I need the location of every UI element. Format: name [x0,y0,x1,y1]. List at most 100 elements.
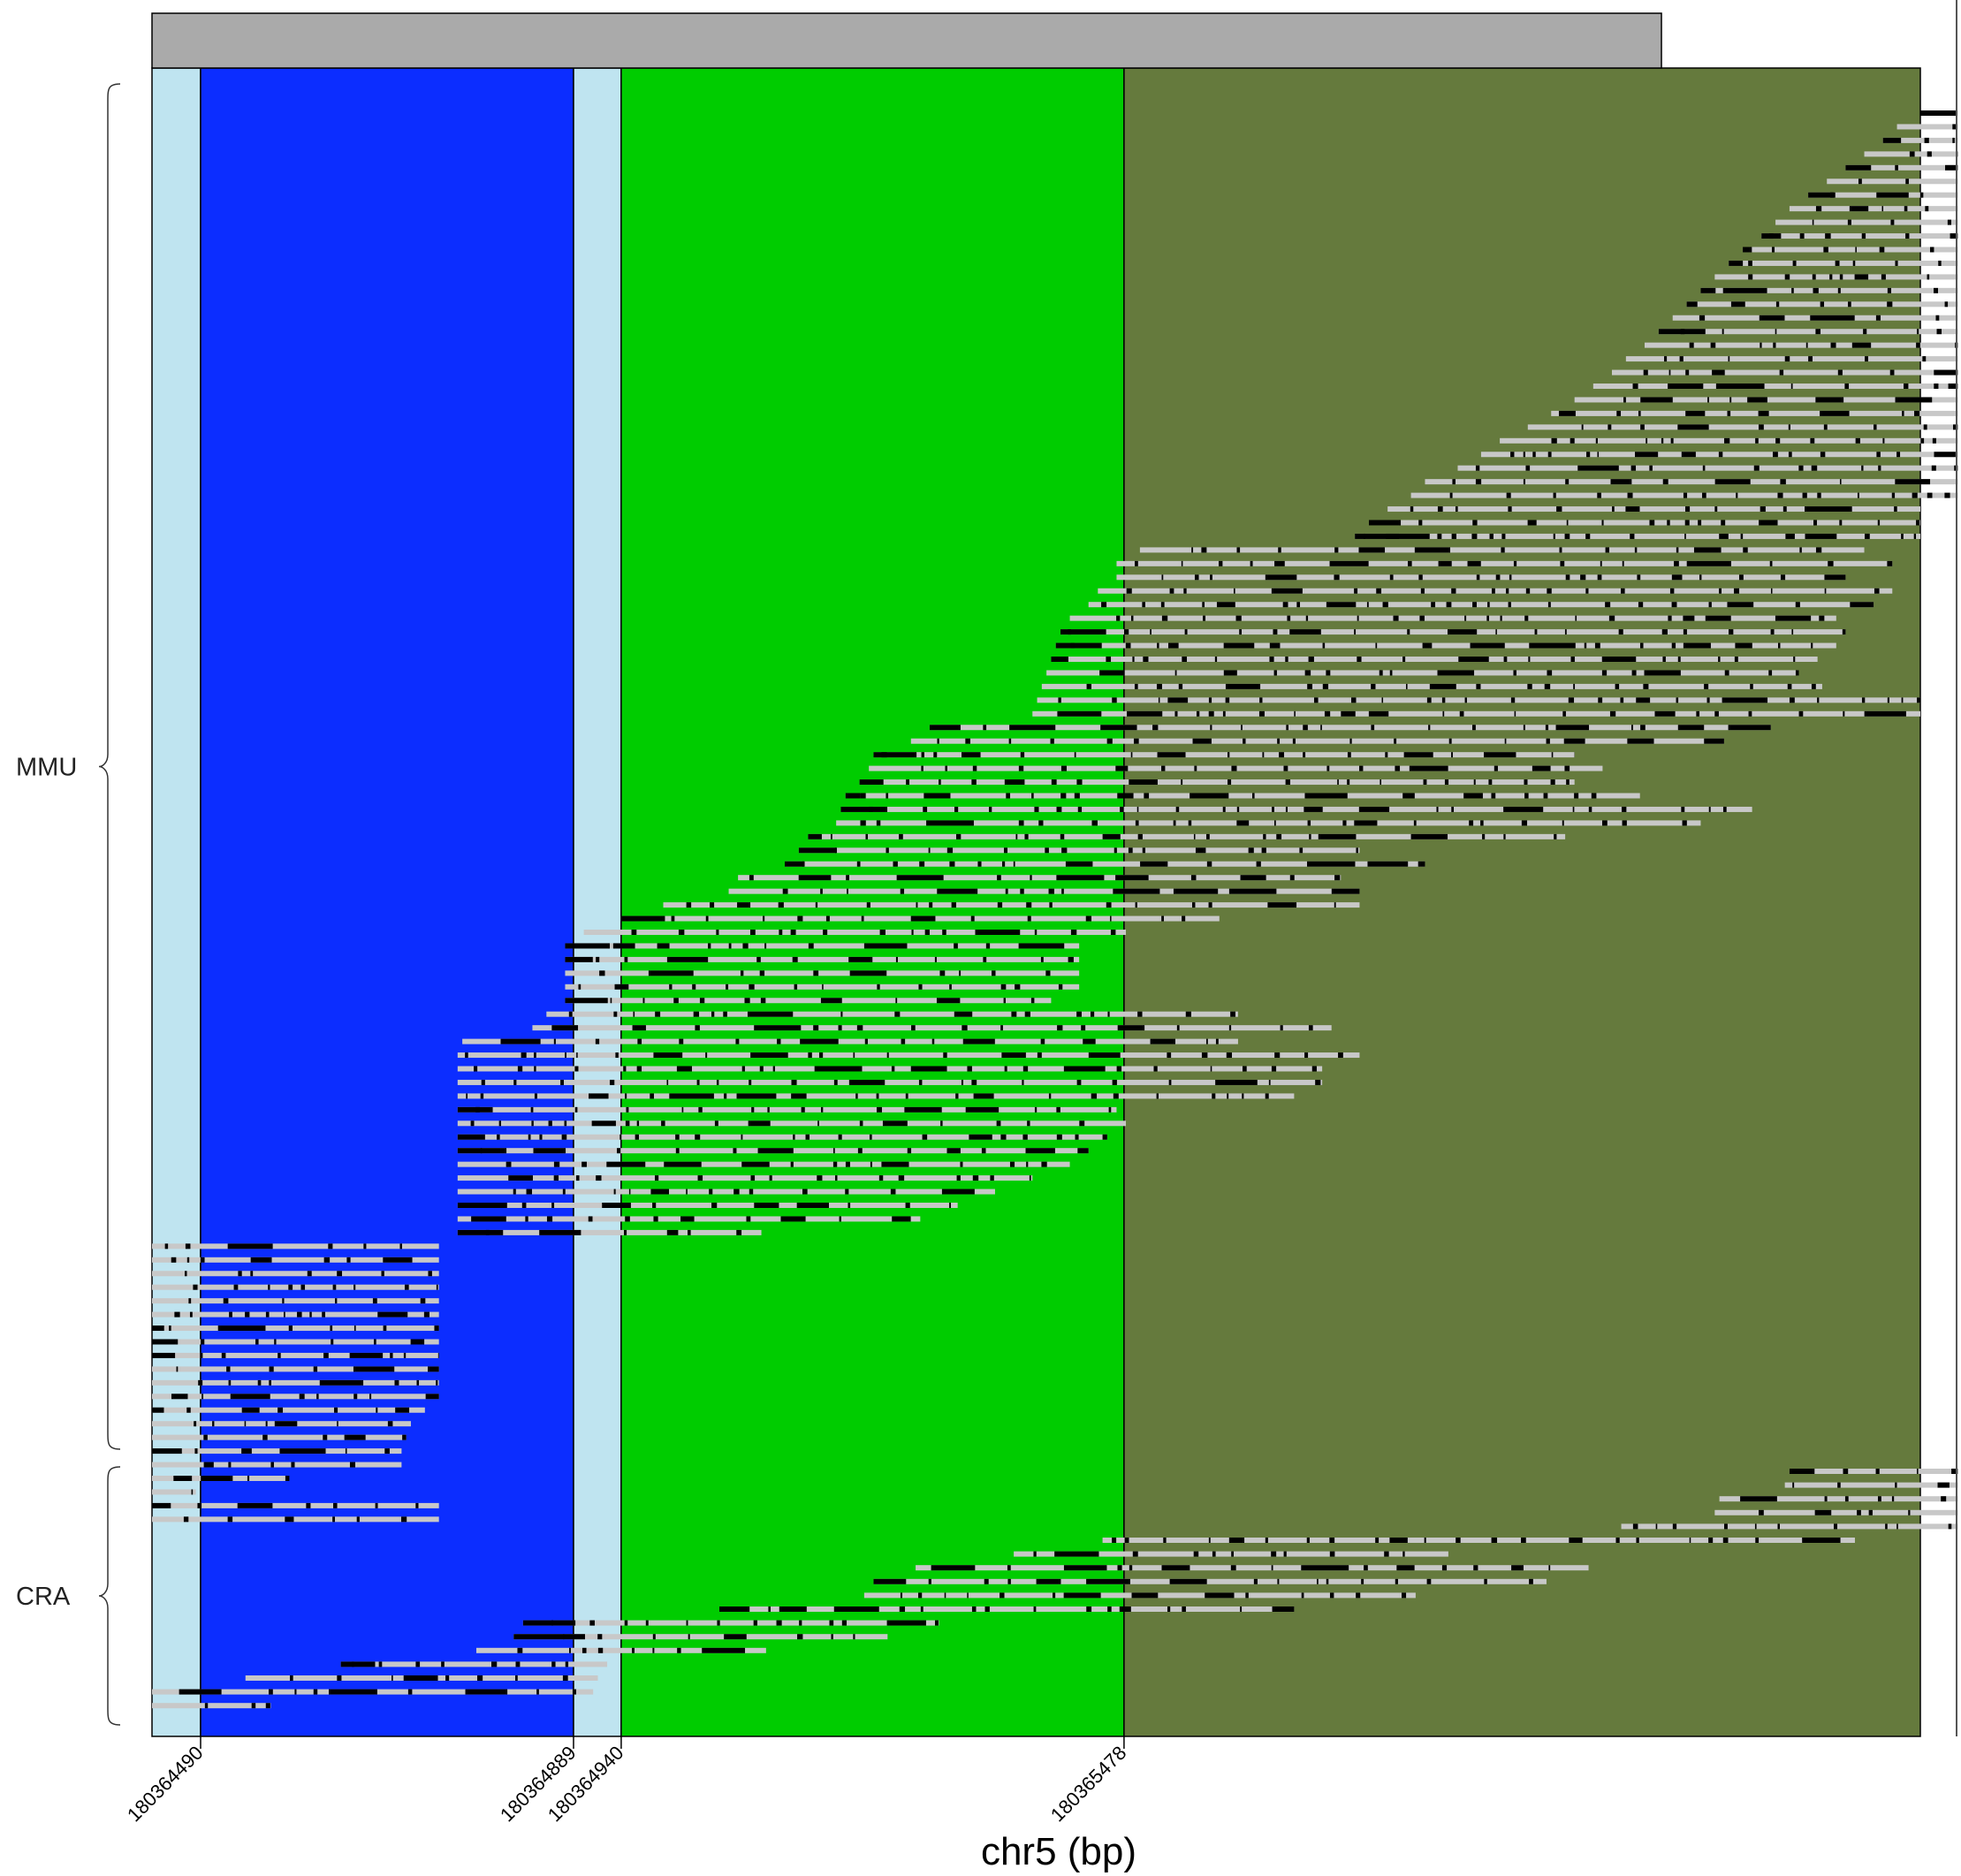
mmu-read [1775,219,1958,225]
mmu-read [152,1394,439,1400]
mmu-read [1686,301,1958,308]
mmu-read [1457,465,1958,471]
mmu-read [1116,560,1893,566]
mmu-read [1574,397,1958,403]
mmu-read [1808,192,1958,198]
x-tick-label: 180365478 [1046,1742,1131,1827]
mmu-read [929,725,1771,731]
mmu-read [1425,479,1958,485]
mmu-read [1743,247,1958,253]
mmu-read [1864,151,1958,157]
mmu-read [457,1052,1360,1059]
mmu-read [152,1476,290,1481]
mmu-read [457,1106,1117,1113]
cra-read [1102,1538,1855,1543]
mmu-read [845,793,1640,799]
cra-read [522,1620,939,1626]
mmu-read [457,1120,1127,1127]
mmu-read [1055,642,1836,649]
x-tick-label: 180364490 [123,1742,208,1827]
mmu-read [152,1352,439,1358]
mmu-read [565,943,1080,949]
mmu-read [565,984,1080,990]
cra-read [1784,1482,1958,1488]
cra-read [1014,1551,1448,1557]
cra-read [340,1661,608,1667]
mmu-read [1410,492,1958,498]
mmu-read [152,1339,439,1345]
mmu-read [152,1366,439,1372]
group-bracket-mmu [98,83,121,1450]
mmu-read [1500,437,1958,444]
cra-read [152,1689,594,1695]
mmu-read [1645,342,1958,348]
mmu-read [1480,452,1958,458]
mmu-read [1920,110,1958,116]
mmu-read [152,1284,439,1290]
mmu-read [457,1216,921,1222]
feature-bar [151,12,1662,69]
mmu-read [457,1134,1107,1140]
mmu-read [1625,356,1958,362]
mmu-read [873,752,1575,758]
cra-read [863,1592,1416,1599]
mmu-read [728,888,1360,894]
mmu-read [532,1025,1332,1031]
region-band-1 [151,67,201,1737]
mmu-read [152,1489,196,1495]
mmu-read [1672,315,1958,321]
mmu-read [152,1243,439,1249]
mmu-read [869,765,1603,771]
region-band-2 [200,67,574,1737]
read-rows [152,110,1958,1709]
mmu-read [565,956,1080,962]
region-bands [151,67,1921,1737]
mmu-read [798,847,1360,854]
mmu-read [457,1175,1033,1181]
cra-read [916,1565,1589,1571]
mmu-read [1551,410,1958,416]
mmu-read [152,1311,439,1318]
mmu-read [152,1325,439,1332]
mmu-read [457,1079,1323,1085]
mmu-read [152,1462,402,1468]
mmu-read [152,1271,439,1277]
mmu-read [1060,629,1846,635]
mmu-read [738,875,1342,881]
group-bracket-cra [98,1466,121,1726]
x-axis-title: chr5 (bp) [981,1830,1136,1873]
cra-read [1621,1523,1958,1530]
mmu-read [620,915,1220,922]
mmu-read [457,1093,1295,1099]
mmu-read [152,1434,407,1440]
mmu-read [152,1379,439,1386]
mmu-read [1714,274,1958,280]
group-label-cra: CRA [16,1583,71,1611]
mmu-read [1098,588,1893,594]
mmu-read [1369,520,1920,526]
mmu-read [1761,233,1958,239]
mmu-read [1527,424,1958,430]
mmu-read [1882,137,1958,143]
cra-read [1789,1469,1958,1474]
mmu-read [1051,657,1818,662]
mmu-read [152,1298,439,1304]
mmu-read [859,779,1575,786]
mmu-read [1116,574,1846,581]
mmu-read [1387,506,1920,513]
mmu-read [152,1407,425,1413]
cra-read [152,1703,271,1709]
mmu-read [1037,697,1920,703]
mmu-read [1032,710,1920,717]
mmu-read [1700,287,1958,293]
cra-read [245,1675,598,1681]
mmu-read [808,833,1566,839]
cra-read [1719,1496,1958,1502]
group-label-mmu: MMU [16,754,77,782]
mmu-read [1729,260,1958,266]
mmu-read [910,738,1724,744]
cra-read [873,1578,1547,1584]
mmu-read [152,1502,439,1508]
